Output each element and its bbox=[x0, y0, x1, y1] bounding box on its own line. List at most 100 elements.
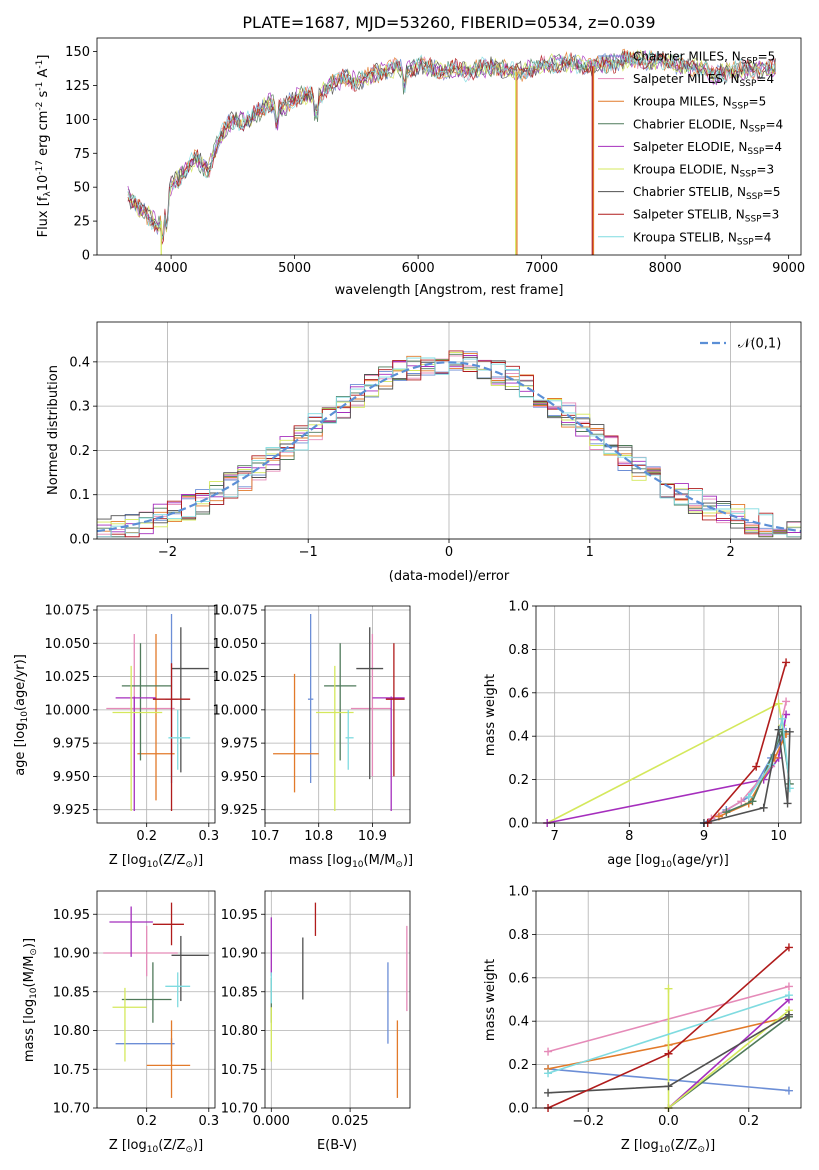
y-tick-label: 10.80 bbox=[221, 1024, 258, 1039]
weight-marker bbox=[752, 762, 761, 771]
y-tick-label: 10.75 bbox=[53, 1063, 90, 1078]
weight-marker bbox=[778, 714, 787, 723]
legend-label: Chabrier ELODIE, NSSP​=4 bbox=[633, 117, 783, 134]
y-tick-label: 0.2 bbox=[508, 1058, 529, 1073]
y-tick-label: 0.6 bbox=[508, 686, 529, 701]
y-tick-label: 10.95 bbox=[221, 908, 258, 923]
y-tick-label: 1.0 bbox=[508, 600, 529, 615]
y-tick-label: 25 bbox=[73, 215, 90, 230]
weight-marker bbox=[784, 1010, 793, 1019]
weight-marker bbox=[544, 1088, 553, 1097]
x-tick-label: 0.2 bbox=[136, 1114, 157, 1129]
y-tick-label: 0.6 bbox=[508, 971, 529, 986]
y-tick-label: 0.8 bbox=[508, 928, 529, 943]
x-tick-label: 0 bbox=[445, 545, 453, 560]
weight-line bbox=[547, 994, 790, 1075]
y-tick-label: 10.90 bbox=[221, 947, 258, 962]
x-axis-label: Z [log10​(Z/Z⊙​)] bbox=[109, 1138, 203, 1155]
x-tick-label: 0.3 bbox=[198, 1114, 219, 1129]
plot-area bbox=[96, 350, 802, 538]
age-vs-Z-axes: 0.2 0.3 9.925 9.950 9.975 10.000 10.025 10.050 1… bbox=[13, 603, 219, 870]
y-axis-label: mass weight bbox=[483, 959, 498, 1041]
x-tick-label: 10.9 bbox=[358, 829, 387, 844]
x-axis-label: Z [log10​(Z/Z⊙​)] bbox=[621, 1138, 715, 1155]
spectrum-line bbox=[127, 49, 776, 240]
weight-marker bbox=[784, 943, 793, 952]
y-tick-label: 10.025 bbox=[213, 670, 259, 685]
weight-line bbox=[668, 1016, 790, 1109]
chart-title: PLATE=1687, MJD=53260, FIBERID=0534, z=0… bbox=[242, 13, 655, 32]
x-tick-label: 1 bbox=[586, 545, 594, 560]
y-tick-label: 9.925 bbox=[221, 803, 258, 818]
x-tick-label: 0.2 bbox=[738, 1114, 759, 1129]
spectrum-line bbox=[127, 51, 776, 238]
axes-frame bbox=[264, 890, 411, 1109]
x-tick-label: 8 bbox=[625, 829, 633, 844]
x-tick-label: −2 bbox=[158, 545, 177, 560]
y-tick-label: 10.70 bbox=[221, 1102, 258, 1117]
mass-weight-age-axes: 7 8 9 10 0.0 0.2 0.4 0.6 0.8 1.0 age [log10​(age/y… bbox=[483, 600, 802, 870]
x-axis-label: mass [log10​(M/M⊙​)] bbox=[289, 853, 413, 870]
x-axis-label: (data-model)/error bbox=[389, 569, 510, 584]
y-tick-label: 0.0 bbox=[69, 533, 90, 548]
histogram-step bbox=[97, 350, 801, 538]
legend-label: Kroupa MILES, NSSP​=5 bbox=[633, 95, 766, 112]
legend-label: Kroupa ELODIE, NSSP​=3 bbox=[633, 163, 774, 180]
axes-frame bbox=[96, 37, 802, 256]
y-tick-label: 50 bbox=[73, 181, 90, 196]
y-tick-label: 10.85 bbox=[221, 985, 258, 1000]
y-tick-label: 0.1 bbox=[69, 488, 90, 503]
y-tick-label: 10.000 bbox=[213, 703, 259, 718]
x-tick-label: 8000 bbox=[649, 261, 682, 276]
y-tick-label: 0.4 bbox=[508, 1015, 529, 1030]
mass-weight-Z-axes: −0.2 0.0 0.2 0.0 0.2 0.4 0.6 0.8 1.0 Z [log10​(Z/… bbox=[483, 885, 802, 1155]
x-tick-label: 10.7 bbox=[251, 829, 280, 844]
y-tick-label: 10.025 bbox=[45, 670, 91, 685]
y-tick-label: 0.8 bbox=[508, 643, 529, 658]
y-axis-label: Normed distribution bbox=[46, 365, 61, 495]
x-axis-label: E(B-V) bbox=[317, 1138, 357, 1153]
x-tick-label: 0.0 bbox=[658, 1114, 679, 1129]
y-tick-label: 0 bbox=[82, 249, 90, 264]
weight-line bbox=[547, 714, 787, 824]
x-tick-label: 0.000 bbox=[253, 1114, 290, 1129]
y-tick-label: 10.075 bbox=[213, 603, 259, 618]
mass-vs-Z-axes: 0.2 0.3 10.70 10.75 10.80 10.85 10.90 10.95 Z [l… bbox=[22, 890, 219, 1155]
weight-marker bbox=[664, 984, 673, 993]
y-tick-label: 10.95 bbox=[53, 908, 90, 923]
y-tick-label: 0.0 bbox=[508, 1102, 529, 1117]
y-tick-label: 1.0 bbox=[508, 885, 529, 900]
y-tick-label: 9.925 bbox=[53, 803, 90, 818]
x-tick-label: 9 bbox=[700, 829, 708, 844]
weight-marker bbox=[737, 797, 746, 806]
weight-marker bbox=[722, 808, 731, 817]
weight-marker bbox=[784, 1086, 793, 1095]
legend-label: Salpeter MILES, NSSP​=4 bbox=[633, 72, 774, 89]
legend-label: Salpeter STELIB, NSSP​=3 bbox=[633, 208, 779, 225]
y-tick-label: 10.000 bbox=[45, 703, 91, 718]
weight-marker bbox=[664, 1049, 673, 1058]
y-axis-label: mass weight bbox=[483, 674, 498, 756]
legend-label: Kroupa STELIB, NSSP​=4 bbox=[633, 230, 771, 247]
legend-label: Chabrier STELIB, NSSP​=5 bbox=[633, 185, 781, 202]
y-tick-label: 75 bbox=[73, 147, 90, 162]
x-tick-label: 6000 bbox=[402, 261, 435, 276]
weight-marker bbox=[544, 1069, 553, 1078]
x-tick-label: 9000 bbox=[772, 261, 805, 276]
x-axis-label: wavelength [Angstrom, rest frame] bbox=[335, 283, 564, 298]
weight-line bbox=[703, 731, 787, 824]
y-tick-label: 0.4 bbox=[508, 730, 529, 745]
ebv-axes: 0.000 0.025 10.70 10.75 10.80 10.85 10.90 10.95… bbox=[221, 890, 411, 1153]
y-tick-label: 0.2 bbox=[69, 444, 90, 459]
x-tick-label: 7000 bbox=[525, 261, 558, 276]
weight-marker bbox=[784, 982, 793, 991]
y-tick-label: 10.80 bbox=[53, 1024, 90, 1039]
x-axis-label: Z [log10​(Z/Z⊙​)] bbox=[109, 853, 203, 870]
y-tick-label: 9.950 bbox=[221, 770, 258, 785]
x-tick-label: 4000 bbox=[155, 261, 188, 276]
y-tick-label: 10.85 bbox=[53, 985, 90, 1000]
y-tick-label: 100 bbox=[65, 113, 90, 128]
x-tick-label: −0.2 bbox=[572, 1114, 604, 1129]
gaussian-curve bbox=[96, 361, 802, 533]
